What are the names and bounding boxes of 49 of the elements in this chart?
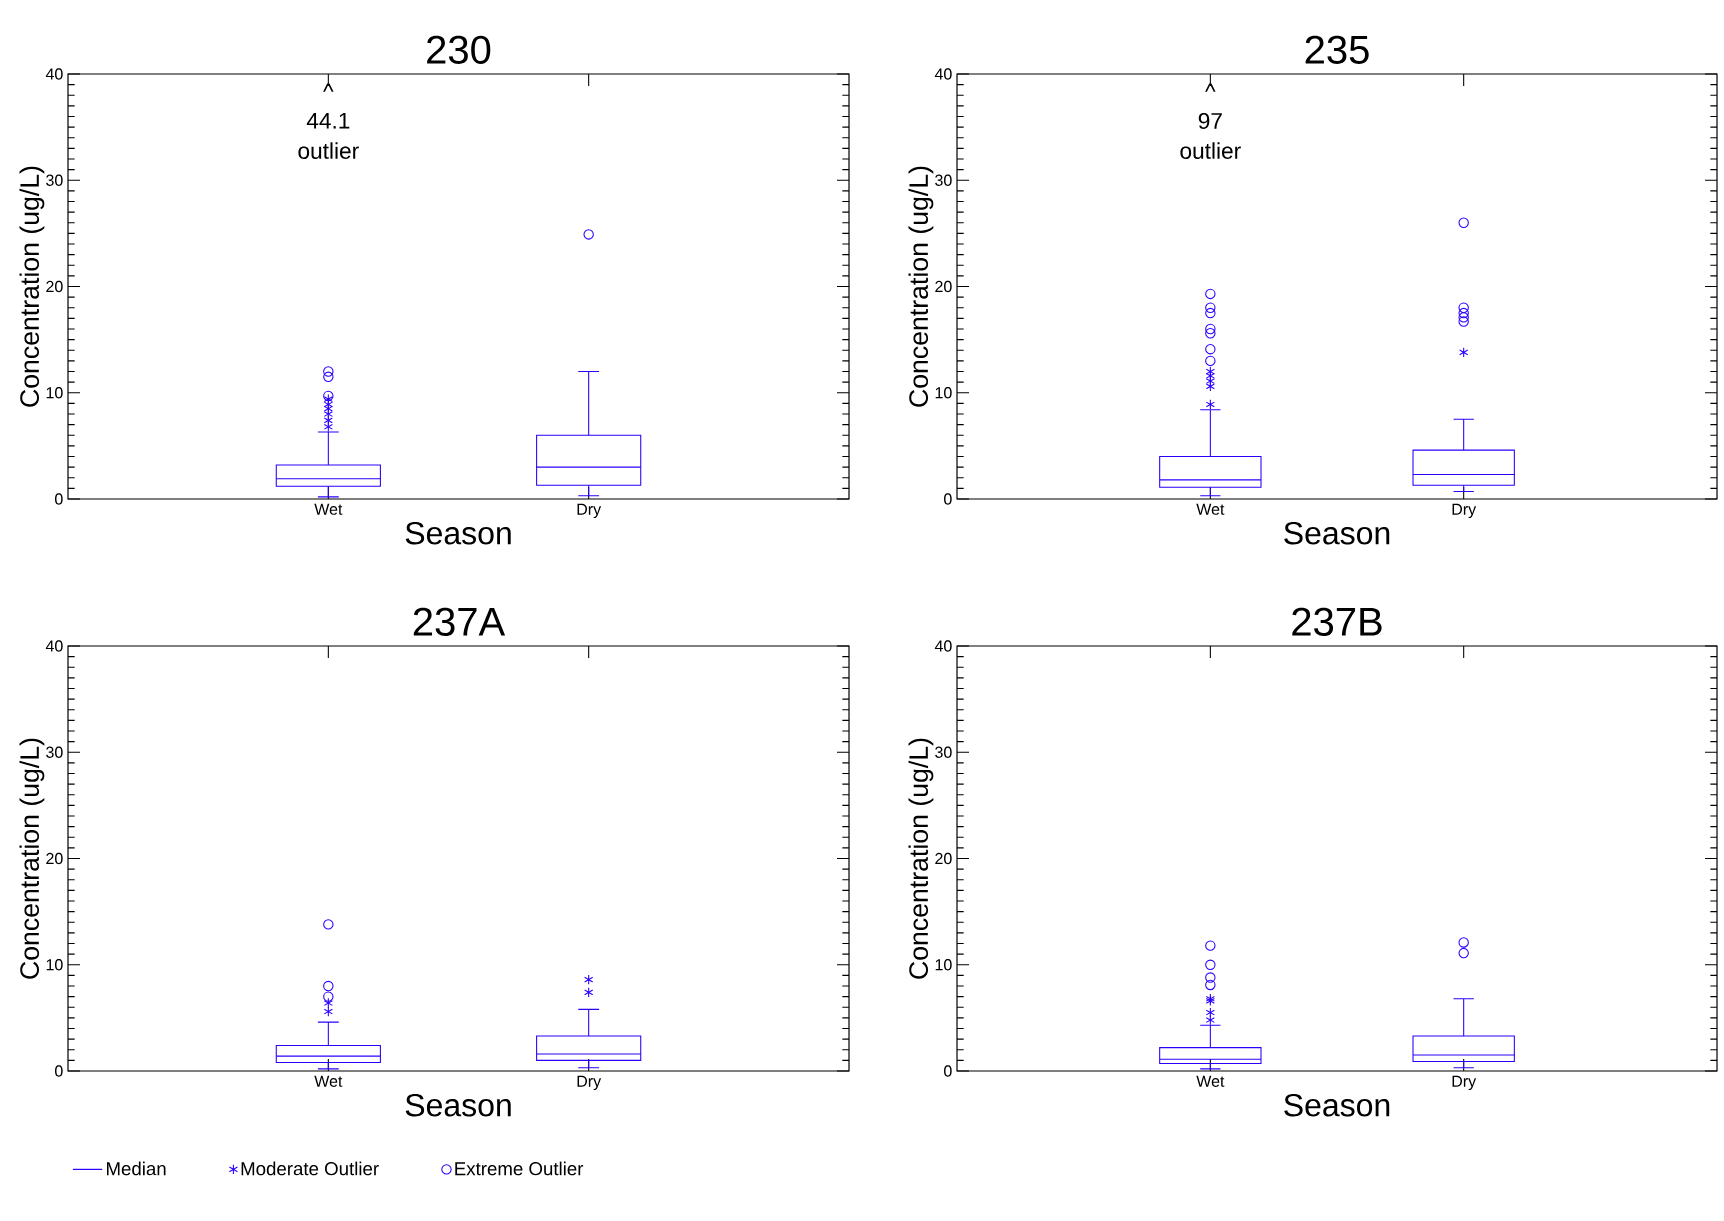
y-tick-label: 30	[46, 174, 63, 186]
x-tick-label: Dry	[1452, 1075, 1477, 1091]
x-axis-title: Season	[405, 1093, 511, 1117]
y-tick-label: 40	[934, 640, 952, 652]
y-axis-title: Concentration (ug/L)	[908, 166, 934, 407]
y-tick-label: 40	[45, 68, 63, 80]
x-tick-label: Dry	[577, 503, 602, 519]
annotation: ^	[1205, 83, 1216, 92]
y-tick-label: 40	[45, 640, 63, 652]
x-tick-label: Wet	[314, 1075, 343, 1087]
annotation: 44.1	[306, 112, 350, 129]
y-axis-title: Concentration (ug/L)	[19, 166, 45, 407]
x-tick-label: Wet	[1196, 503, 1225, 515]
y-tick-label: 0	[55, 493, 63, 505]
annotation: outlier	[298, 142, 359, 159]
chart-title: 235	[1305, 35, 1369, 64]
y-tick-label: 40	[934, 68, 952, 80]
y-tick-label: 20	[46, 852, 63, 865]
x-tick-label: Wet	[314, 503, 343, 515]
y-tick-label: 10	[46, 959, 63, 971]
y-tick-label: 0	[944, 1065, 952, 1077]
annotation: outlier	[1180, 142, 1241, 159]
y-axis-title: Concentration (ug/L)	[908, 738, 934, 979]
chart-title: 230	[427, 35, 491, 64]
chart-title: 237B	[1292, 607, 1382, 636]
y-tick-label: 30	[935, 746, 952, 758]
annotation: 97	[1198, 112, 1222, 129]
legend-label: Median	[106, 1161, 166, 1176]
x-tick-label: Wet	[1196, 1075, 1225, 1087]
y-tick-label: 30	[935, 174, 952, 186]
y-tick-label: 10	[935, 387, 952, 399]
y-tick-label: 0	[55, 1065, 63, 1077]
x-axis-title: Season	[1284, 521, 1390, 545]
y-axis-title: Concentration (ug/L)	[19, 738, 45, 979]
y-tick-label: 0	[944, 493, 952, 505]
legend-label: Extreme Outlier	[455, 1161, 584, 1176]
legend-label: Moderate Outlier	[241, 1161, 379, 1176]
y-tick-label: 30	[46, 746, 63, 758]
x-axis-title: Season	[1284, 1093, 1390, 1117]
y-tick-label: 20	[935, 852, 952, 865]
y-tick-label: 10	[46, 387, 63, 399]
y-tick-label: 20	[46, 280, 63, 293]
y-tick-label: 10	[935, 959, 952, 971]
y-tick-label: 20	[935, 280, 952, 293]
x-axis-title: Season	[405, 521, 511, 545]
x-tick-label: Dry	[1452, 503, 1477, 519]
chart-title: 237A	[413, 607, 506, 636]
x-tick-label: Dry	[577, 1075, 602, 1091]
annotation: ^	[323, 83, 334, 92]
